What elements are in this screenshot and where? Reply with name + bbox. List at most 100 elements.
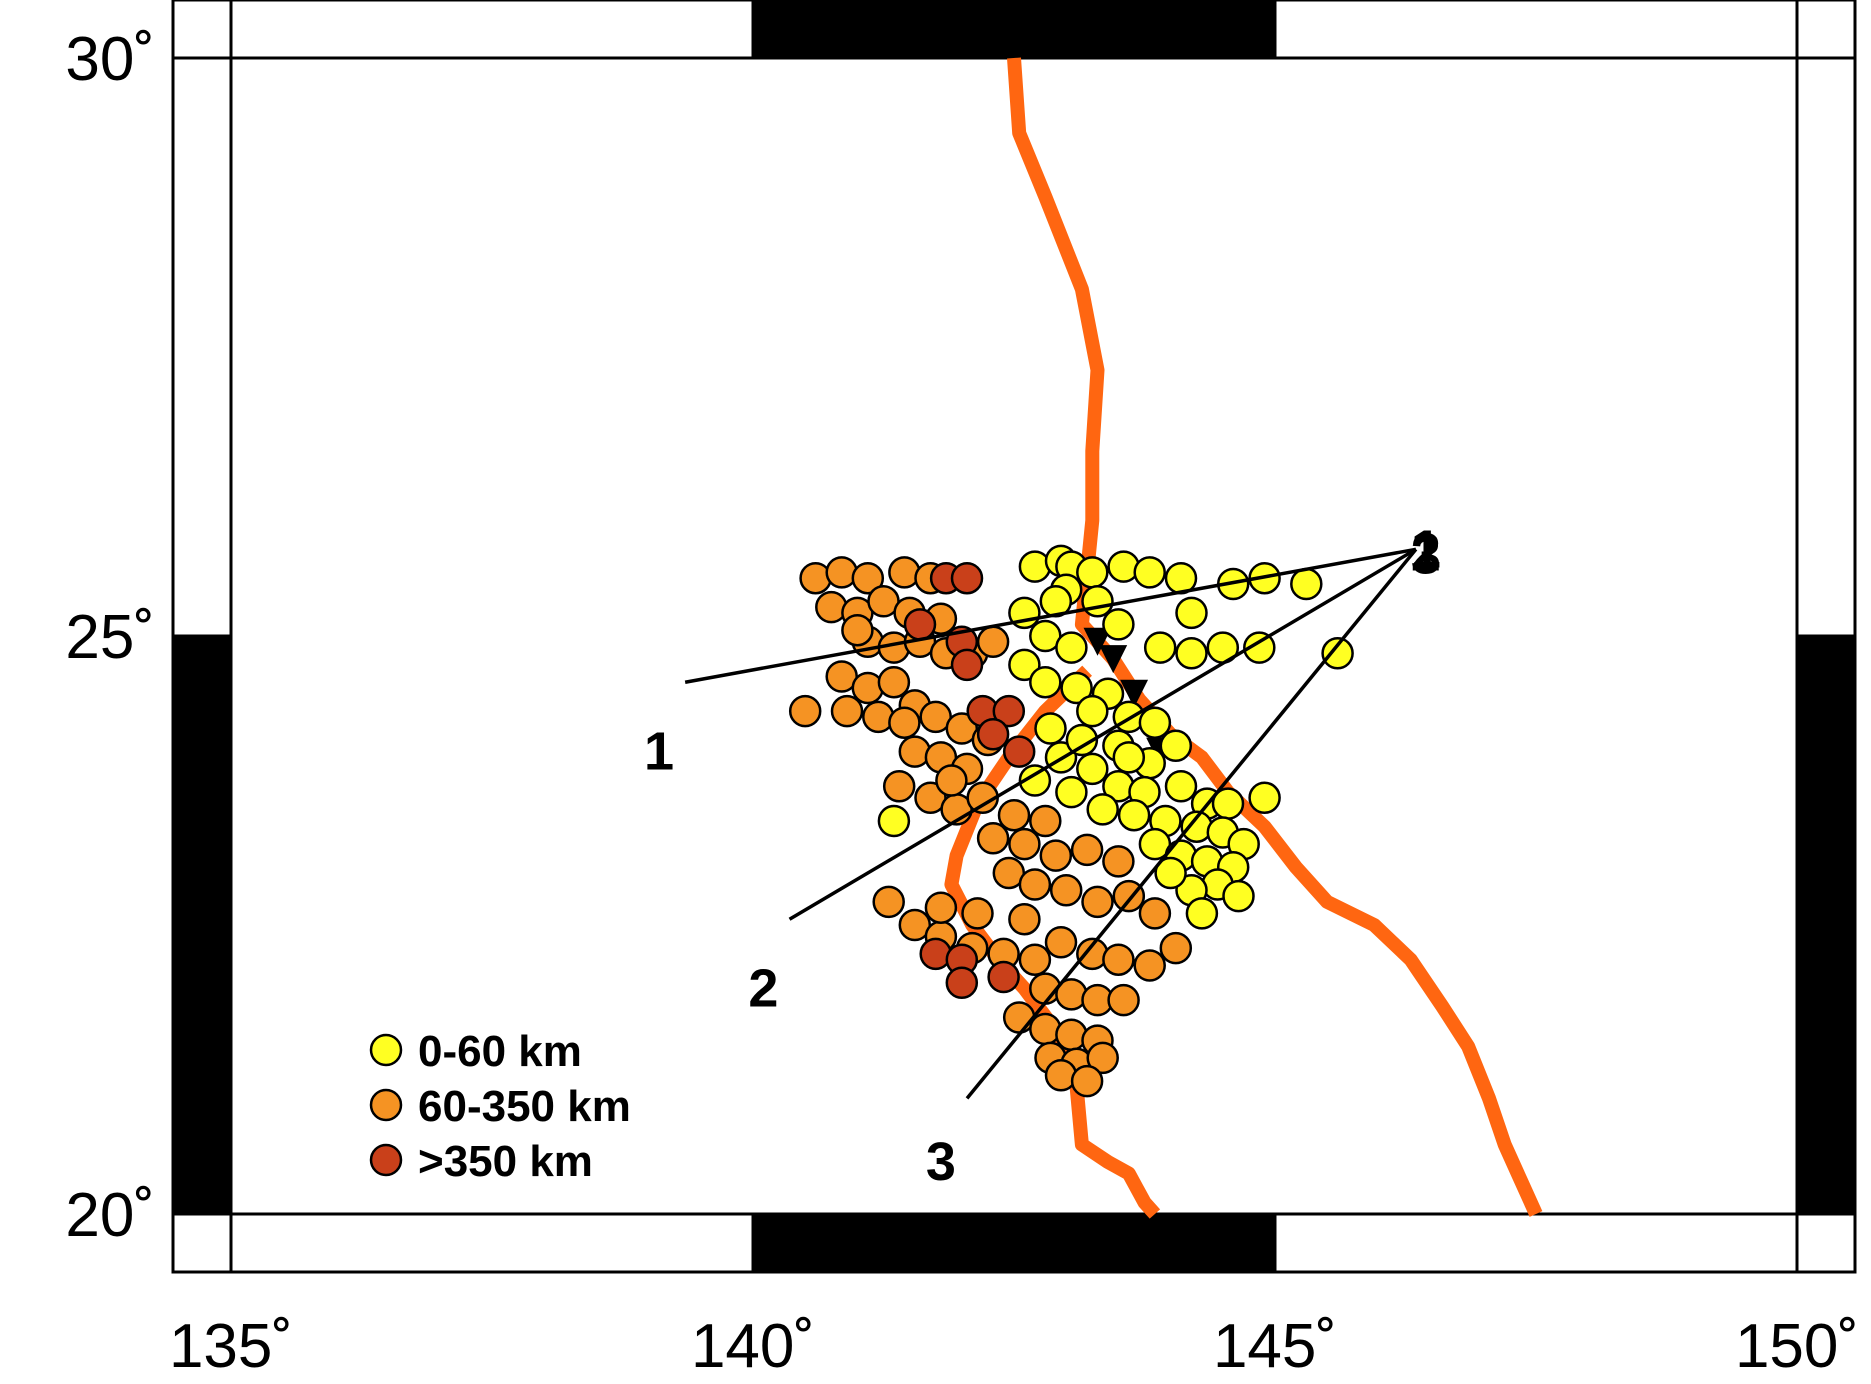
legend-label-deep: >350 km xyxy=(418,1137,593,1186)
frame-segment-right xyxy=(1795,634,1857,1216)
quake-point-intermediate xyxy=(1018,943,1052,976)
profile-origin-label-2: 2 xyxy=(1411,522,1441,582)
lat-tick-label: 30˚ xyxy=(65,25,155,94)
map-frame xyxy=(171,0,1857,1274)
lon-tick-label: 150˚ xyxy=(1735,1312,1859,1381)
frame-segment-left xyxy=(171,56,233,638)
quake-point-intermediate xyxy=(1070,1064,1104,1098)
quake-point-intermediate xyxy=(1159,931,1193,965)
quake-point-shallow xyxy=(1243,631,1276,664)
profile-origin-label-1: 1 xyxy=(1411,519,1441,579)
quake-point-deep xyxy=(945,966,979,1000)
quake-point-shallow xyxy=(1185,897,1219,930)
frame-segment-bottom xyxy=(1273,1212,1799,1274)
quake-point-intermediate xyxy=(1107,983,1140,1017)
quake-point-intermediate xyxy=(997,798,1031,832)
frame-segment-right xyxy=(1795,56,1857,638)
quake-point-intermediate xyxy=(1102,943,1135,976)
quake-point-deep xyxy=(976,718,1010,751)
frame-corner xyxy=(1795,1212,1857,1274)
quake-point-shallow xyxy=(1081,585,1114,618)
quake-point-intermediate xyxy=(1049,874,1083,907)
quake-point-shallow xyxy=(1290,567,1323,601)
quake-point-shallow xyxy=(1117,798,1151,832)
legend: 0-60 km 60-350 km >350 km xyxy=(369,1027,631,1186)
quake-point-shallow xyxy=(1018,764,1052,797)
quake-point-shallow xyxy=(1175,596,1208,630)
quake-point-intermediate xyxy=(1133,949,1166,982)
legend-swatch-shallow xyxy=(369,1033,403,1067)
quake-point-shallow xyxy=(1102,608,1135,641)
quake-point-intermediate xyxy=(841,613,874,647)
frame-segment-left xyxy=(171,634,233,1216)
quake-point-shallow xyxy=(1018,550,1052,583)
quake-point-intermediate xyxy=(815,590,848,624)
quake-point-deep xyxy=(992,694,1026,728)
quake-point-deep xyxy=(919,937,952,971)
quake-point-shallow xyxy=(1143,631,1177,664)
quake-point-intermediate xyxy=(862,700,895,734)
profile-origin-label-3: 3 xyxy=(1411,525,1441,585)
quake-point-deep xyxy=(950,648,984,682)
trench-line xyxy=(1007,57,1543,1217)
frame-corner xyxy=(171,0,233,60)
quake-point-shallow xyxy=(1076,556,1109,589)
quake-point-intermediate xyxy=(1039,839,1073,872)
quake-point-intermediate xyxy=(888,556,921,589)
quake-point-intermediate xyxy=(1044,926,1078,959)
profile-label-3: 3 xyxy=(926,1132,956,1192)
quake-point-deep xyxy=(1002,735,1036,768)
quake-point-intermediate xyxy=(961,897,994,930)
legend-label-shallow: 0-60 km xyxy=(418,1027,582,1076)
quake-point-intermediate xyxy=(976,822,1010,855)
lat-tick-label: 25˚ xyxy=(65,603,155,672)
profile-label-1: 1 xyxy=(644,722,674,782)
quake-point-shallow xyxy=(1321,637,1354,670)
quake-point-shallow xyxy=(1138,706,1172,739)
quake-point-intermediate xyxy=(924,891,958,924)
quake-point-intermediate xyxy=(830,694,864,728)
quake-point-deep xyxy=(987,960,1020,994)
quake-point-shallow xyxy=(1133,556,1166,589)
quake-point-intermediate xyxy=(1029,804,1062,838)
lon-tick-label: 140˚ xyxy=(691,1312,815,1381)
legend-label-intermediate: 60-350 km xyxy=(418,1082,631,1131)
frame-corner xyxy=(1795,0,1857,60)
legend-swatch-intermediate xyxy=(369,1088,403,1122)
quake-point-shallow xyxy=(1112,741,1146,774)
frame-segment-top xyxy=(229,0,755,60)
legend-swatch-deep xyxy=(369,1143,403,1177)
quake-point-shallow xyxy=(1222,879,1255,913)
frame-segment-bottom xyxy=(229,1212,755,1274)
quake-point-intermediate xyxy=(851,671,885,705)
quake-point-intermediate xyxy=(976,625,1010,659)
quake-point-shallow xyxy=(1248,781,1281,815)
frame-outer xyxy=(171,0,1857,1274)
quake-point-intermediate xyxy=(1008,827,1041,861)
quake-point-intermediate xyxy=(1138,897,1172,930)
frame-segment-bottom xyxy=(751,1212,1277,1274)
quake-point-intermediate xyxy=(882,770,916,803)
quake-point-shallow xyxy=(1055,775,1088,809)
frame-segment-top xyxy=(751,0,1277,60)
quake-point-intermediate xyxy=(1102,845,1135,878)
quake-point-intermediate xyxy=(935,764,968,797)
lon-tick-label: 145˚ xyxy=(1213,1312,1337,1381)
quake-point-shallow xyxy=(1008,648,1041,682)
quake-point-intermediate xyxy=(877,665,911,699)
quake-point-shallow xyxy=(1065,723,1099,757)
quake-point-intermediate xyxy=(1055,1018,1088,1052)
volcano-marker xyxy=(1099,645,1128,674)
profile-line-3 xyxy=(965,548,1418,1100)
quake-point-intermediate xyxy=(1081,885,1114,919)
volcano-marker xyxy=(1083,627,1112,656)
quake-point-intermediate xyxy=(1086,1041,1119,1075)
quake-point-shallow xyxy=(1159,729,1193,763)
quake-point-intermediate xyxy=(1044,1059,1078,1092)
quake-point-shallow xyxy=(1154,856,1187,890)
quake-point-shallow xyxy=(1055,631,1088,664)
quake-point-intermediate xyxy=(799,561,832,595)
quake-point-intermediate xyxy=(788,694,822,728)
quake-point-intermediate xyxy=(872,885,905,919)
quake-point-shallow xyxy=(1107,550,1140,583)
